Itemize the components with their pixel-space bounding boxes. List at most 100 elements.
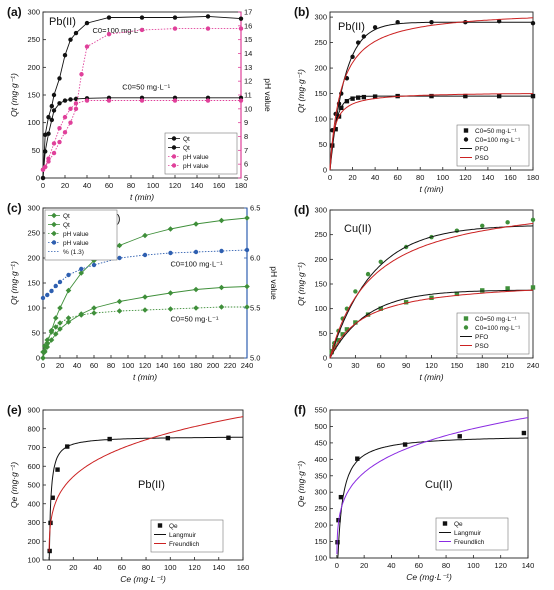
data-point: [338, 494, 344, 500]
x-tick-label: 180: [190, 361, 203, 370]
legend-entry: pH value: [63, 231, 89, 238]
plot-frame: [329, 11, 534, 171]
y-tick-label: 250: [27, 35, 40, 44]
fit-curve: [336, 437, 528, 559]
chart-panel: 0 20 40 60 80 100 120 140 160 100 200 300 400 500 600 7…: [7, 403, 249, 584]
data-point: [168, 250, 173, 256]
x-tick-label: 60: [393, 173, 401, 182]
x-tick-label: 80: [127, 181, 135, 190]
data-point: [336, 338, 341, 343]
y-tick-label: 250: [314, 504, 327, 513]
x-tick-label: 100: [437, 173, 450, 182]
legend-entry: Qe: [454, 521, 463, 528]
y2-tick-label: 5.5: [250, 304, 260, 313]
y-tick-label: 400: [314, 455, 327, 464]
y2-tick-label: 17: [244, 8, 252, 17]
y2-tick-label: 5: [244, 174, 248, 183]
data-point: [218, 304, 225, 310]
data-point: [57, 139, 62, 145]
x-tick-label: 140: [522, 561, 535, 570]
y2-tick-label: 12: [244, 77, 252, 86]
data-point: [62, 114, 68, 120]
y-axis-label: Qt (mg·g⁻¹): [296, 262, 306, 306]
data-point: [361, 34, 367, 39]
x-tick-label: 160: [237, 563, 250, 572]
x-tick-label: 20: [61, 181, 69, 190]
x-tick-label: 60: [105, 181, 113, 190]
annotation: C0=100 mg·L⁻¹: [171, 260, 224, 269]
x-tick-label: 30: [351, 361, 359, 370]
y-tick-label: 200: [314, 64, 327, 73]
data-point: [454, 291, 460, 297]
data-point: [172, 26, 178, 31]
data-point: [49, 103, 54, 109]
data-point: [73, 30, 79, 36]
data-point: [66, 272, 71, 278]
x-tick-label: 40: [83, 181, 91, 190]
y-tick-label: 150: [27, 279, 40, 288]
data-point: [78, 270, 85, 276]
x-tick-label: 60: [90, 361, 98, 370]
data-point: [78, 312, 85, 318]
legend-marker: [171, 136, 177, 141]
data-point: [43, 132, 48, 138]
y2-tick-label: 6.5: [250, 204, 260, 213]
x-tick-label: 80: [107, 361, 115, 370]
x-tick-label: 0: [328, 173, 332, 182]
chart-panel: 0 20 40 60 80 100 120 140 160 180 0 50 100 150 200 250 3…: [294, 5, 539, 194]
x-tick-label: 160: [213, 181, 226, 190]
y2-tick-label: 5.0: [250, 354, 260, 363]
legend-entry: Qt: [63, 213, 70, 220]
metal-label: Cu(II): [425, 479, 453, 491]
data-point: [361, 94, 367, 100]
panel-label: (e): [7, 403, 22, 417]
data-point: [84, 98, 90, 103]
data-point: [65, 287, 72, 294]
fit-curve: [48, 416, 244, 552]
data-point: [48, 337, 55, 343]
data-point: [372, 94, 378, 99]
y-tick-label: 550: [314, 406, 327, 415]
x-tick-label: 40: [371, 173, 379, 182]
annotation: C0=50 mg·L⁻¹: [171, 315, 219, 324]
data-point: [218, 217, 225, 224]
data-point: [344, 327, 350, 332]
x-tick-label: 90: [402, 361, 410, 370]
y2-tick-label: 7: [244, 146, 248, 155]
data-point: [142, 252, 148, 258]
x-tick-label: 0: [47, 563, 51, 572]
data-point: [480, 223, 485, 228]
y-tick-label: 0: [323, 166, 327, 175]
data-point: [244, 283, 250, 290]
x-tick-label: 180: [527, 173, 540, 182]
data-point: [167, 306, 174, 312]
data-point: [193, 305, 199, 311]
data-point: [457, 434, 462, 439]
y-tick-label: 50: [319, 329, 327, 338]
metal-label: Pb(II): [338, 21, 365, 33]
y-tick-label: 200: [27, 63, 40, 72]
x-tick-label: 0: [41, 181, 45, 190]
fit-curve: [329, 289, 533, 359]
legend-entry: PFO: [475, 146, 488, 153]
data-point: [429, 295, 434, 301]
x-tick-label: 180: [476, 361, 489, 370]
y-tick-label: 400: [27, 499, 40, 508]
data-point: [91, 305, 97, 311]
x-tick-label: 80: [416, 173, 424, 182]
y-axis-label: Qt (mg·g⁻¹): [296, 69, 306, 113]
chart-panel: 0 20 40 60 80 100 120 140 160 180 200 220 240 0 50 100 1…: [7, 201, 279, 382]
fit-curve: [336, 417, 529, 555]
x-tick-label: 120: [169, 181, 182, 190]
data-point: [205, 26, 211, 31]
legend-entry: Qt: [183, 145, 190, 152]
x-tick-label: 20: [56, 361, 64, 370]
data-point: [57, 326, 63, 332]
legend-box: [164, 132, 238, 175]
legend-entry: C0=50 mg·L⁻¹: [475, 128, 517, 135]
data-point: [353, 320, 358, 325]
chart-panel: 0 20 40 60 80 100 120 140 160 180 0 50 100 150 200 250 3…: [7, 5, 273, 202]
x-tick-label: 160: [504, 173, 517, 182]
data-point: [365, 271, 371, 277]
